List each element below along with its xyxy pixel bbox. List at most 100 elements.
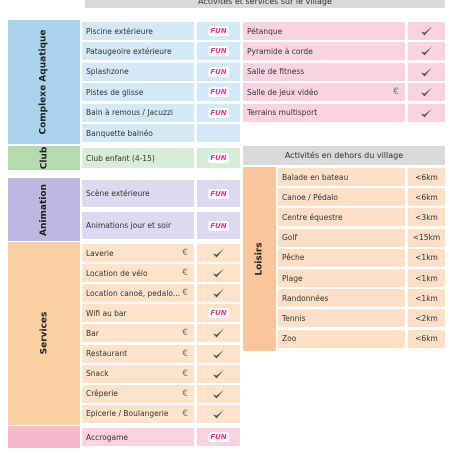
price: € xyxy=(182,388,188,399)
distance: <2km xyxy=(408,309,445,328)
row-name: Centre équestre xyxy=(278,208,405,227)
row-name: Zoo xyxy=(278,329,405,348)
row-status xyxy=(408,42,445,61)
distance: <6km xyxy=(408,329,445,348)
row-name: Tennis xyxy=(278,309,405,328)
row-status xyxy=(197,244,240,262)
fun-icon: FUN xyxy=(208,46,229,57)
row-name-text: Location de vélo xyxy=(86,268,148,278)
check-icon xyxy=(421,46,432,56)
fun-icon: FUN xyxy=(208,153,229,163)
row-name-text: Piscine extérieure xyxy=(86,26,153,36)
row-status xyxy=(197,264,240,283)
price: € xyxy=(182,408,188,419)
row-name: Balade en bateau xyxy=(278,168,405,186)
check-icon xyxy=(213,409,224,419)
section-title: Activités en dehors du village xyxy=(243,146,445,165)
row-name-text: Club enfant (4-15) xyxy=(86,153,155,163)
group-label: Services xyxy=(8,242,80,425)
distance: <15km xyxy=(408,228,445,247)
row-name: Pistes de glisse xyxy=(82,83,194,102)
row-name: Wifi au bar xyxy=(82,304,194,323)
row-status xyxy=(408,83,445,102)
price: € xyxy=(182,348,188,359)
check-icon xyxy=(213,349,224,358)
row-name-text: Laverie xyxy=(86,248,114,258)
group-label-text: Services xyxy=(39,312,49,355)
row-name: Restaurant € xyxy=(82,344,194,363)
price: € xyxy=(182,328,188,339)
row-name-text: Splashzone xyxy=(86,67,129,77)
fun-icon: FUN xyxy=(208,432,229,442)
group-label-text: Animation xyxy=(38,183,49,236)
row-name-text: Epicerie / Boulangerie xyxy=(86,409,169,419)
row-name: Club enfant (4-15) xyxy=(82,148,194,168)
row-name-text: Pistes de glisse xyxy=(86,87,144,97)
check-icon xyxy=(213,248,224,258)
row-name: Laverie € xyxy=(82,244,194,262)
fun-icon: FUN xyxy=(208,188,229,199)
row-status: FUN xyxy=(197,304,240,323)
row-name-text: Animations jour et soir xyxy=(86,221,172,230)
row-name: Pyramide à corde xyxy=(243,42,405,61)
row-name: Salle de fitness xyxy=(243,62,405,81)
row-name: Location de vélo € xyxy=(82,264,194,283)
row-name: Snack € xyxy=(82,364,194,383)
row-status: FUN xyxy=(197,62,240,81)
distance: <6km xyxy=(408,168,445,186)
group-label: Club xyxy=(8,146,80,170)
row-name-text: Crêperie xyxy=(86,389,118,399)
row-status: FUN xyxy=(197,212,240,239)
row-name: Randonnées xyxy=(278,289,405,308)
fun-icon: FUN xyxy=(208,87,229,98)
group-label-text: Loisirs xyxy=(254,242,265,276)
check-icon xyxy=(213,328,224,338)
check-icon xyxy=(421,67,432,77)
row-status: FUN xyxy=(197,83,240,102)
row-status: FUN xyxy=(197,148,240,168)
header-title: Activités et services sur le village xyxy=(85,0,445,8)
row-name-text: Location canoë, pedalo... xyxy=(86,288,180,298)
row-name: Bain à remous / Jacuzzi xyxy=(82,103,194,122)
group-label-text: Club xyxy=(38,146,49,170)
distance: <3km xyxy=(408,208,445,227)
row-name: Splashzone xyxy=(82,62,194,81)
row-status xyxy=(408,62,445,81)
price: € xyxy=(182,248,188,258)
row-status: FUN xyxy=(197,103,240,122)
row-name-text: Salle de jeux vidéo xyxy=(247,87,319,97)
row-status: FUN xyxy=(197,180,240,207)
group-label: Complexe Aquatique xyxy=(8,20,80,144)
row-name: Pataugeoire extérieure xyxy=(82,42,194,61)
fun-icon: FUN xyxy=(208,66,229,77)
row-name: Salle de jeux vidéo € xyxy=(243,83,405,102)
row-name-text: Wifi au bar xyxy=(86,308,127,318)
check-icon xyxy=(213,389,224,399)
row-name: Pêche xyxy=(278,248,405,267)
price: € xyxy=(182,368,188,379)
row-status xyxy=(197,384,240,403)
row-name-text: Snack xyxy=(86,369,109,379)
row-name-text: Salle de fitness xyxy=(247,67,305,77)
fun-icon: FUN xyxy=(208,26,229,36)
row-name-text: Accrogame xyxy=(86,432,129,442)
check-icon xyxy=(213,288,224,298)
row-status xyxy=(197,324,240,343)
distance: <1km xyxy=(408,289,445,308)
row-name: Location canoë, pedalo... € xyxy=(82,284,194,303)
check-icon xyxy=(421,108,432,118)
fun-icon: FUN xyxy=(208,308,229,319)
row-name-text: Restaurant xyxy=(86,349,128,358)
row-name: Banquette balnéo xyxy=(82,124,194,142)
row-name-text: Bain à remous / Jacuzzi xyxy=(86,108,173,118)
row-name-text: Pétanque xyxy=(247,26,283,36)
check-icon xyxy=(421,87,432,97)
row-status xyxy=(197,284,240,303)
row-status xyxy=(408,103,445,122)
distance: <1km xyxy=(408,248,445,267)
row-name-text: Pataugeoire extérieure xyxy=(86,46,172,56)
row-status xyxy=(197,364,240,383)
row-name: Pétanque xyxy=(243,22,405,40)
row-name-text: Bar xyxy=(86,328,99,338)
